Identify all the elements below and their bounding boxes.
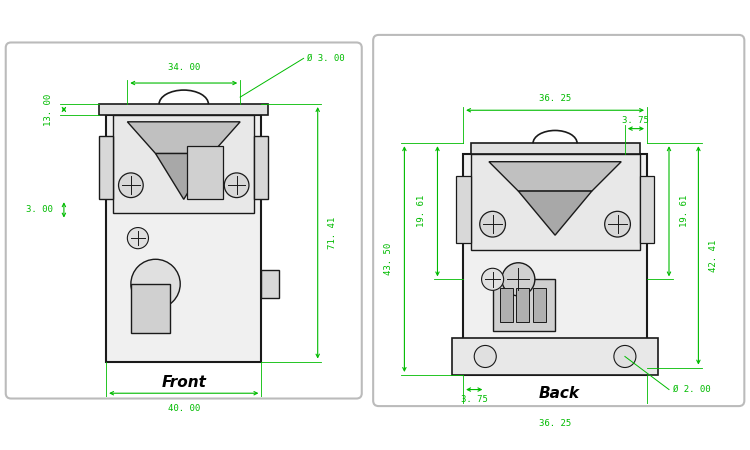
Text: 43. 50: 43. 50 [384,243,393,275]
FancyBboxPatch shape [6,42,362,399]
Bar [452,338,658,375]
Bar [517,288,530,322]
Bar [464,154,647,375]
Text: 36. 25: 36. 25 [539,419,572,428]
Text: 3. 75: 3. 75 [622,116,650,125]
Polygon shape [128,122,240,153]
Circle shape [482,268,504,290]
Circle shape [130,259,180,309]
Text: Ø 2. 00: Ø 2. 00 [673,385,710,394]
Bar [254,136,268,199]
Text: 42. 41: 42. 41 [710,239,718,271]
Text: 71. 41: 71. 41 [328,217,338,249]
Text: 34. 00: 34. 00 [168,63,200,72]
Bar [99,104,268,115]
Text: 40. 00: 40. 00 [168,404,200,413]
Text: 3. 75: 3. 75 [460,395,488,404]
Polygon shape [518,191,592,235]
Bar [500,288,513,322]
Bar [188,146,223,199]
Bar [456,176,470,243]
Text: 36. 25: 36. 25 [539,94,572,103]
Polygon shape [489,162,621,191]
Bar [261,270,279,298]
Bar [106,115,261,361]
Text: Back: Back [538,386,579,400]
Text: 19. 61: 19. 61 [418,195,427,227]
Text: Ø 3. 00: Ø 3. 00 [308,54,345,63]
Circle shape [118,173,143,198]
Circle shape [604,212,631,237]
Text: 13. 00: 13. 00 [44,93,53,126]
Text: 19. 61: 19. 61 [680,195,689,227]
Circle shape [480,212,506,237]
Circle shape [614,346,636,368]
Circle shape [474,346,496,368]
FancyBboxPatch shape [374,35,744,406]
Bar [470,143,640,154]
Bar [533,288,546,322]
Text: 3. 00: 3. 00 [26,205,53,215]
Polygon shape [155,153,212,199]
Bar [130,284,170,333]
Bar [470,154,640,250]
Bar [99,136,113,199]
Bar [493,279,555,331]
Circle shape [224,173,249,198]
Circle shape [128,228,148,249]
Circle shape [502,263,535,296]
Bar [113,115,254,213]
Bar [640,176,654,243]
Text: Front: Front [161,375,206,390]
